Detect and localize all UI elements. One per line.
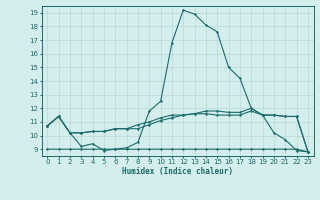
- X-axis label: Humidex (Indice chaleur): Humidex (Indice chaleur): [122, 167, 233, 176]
